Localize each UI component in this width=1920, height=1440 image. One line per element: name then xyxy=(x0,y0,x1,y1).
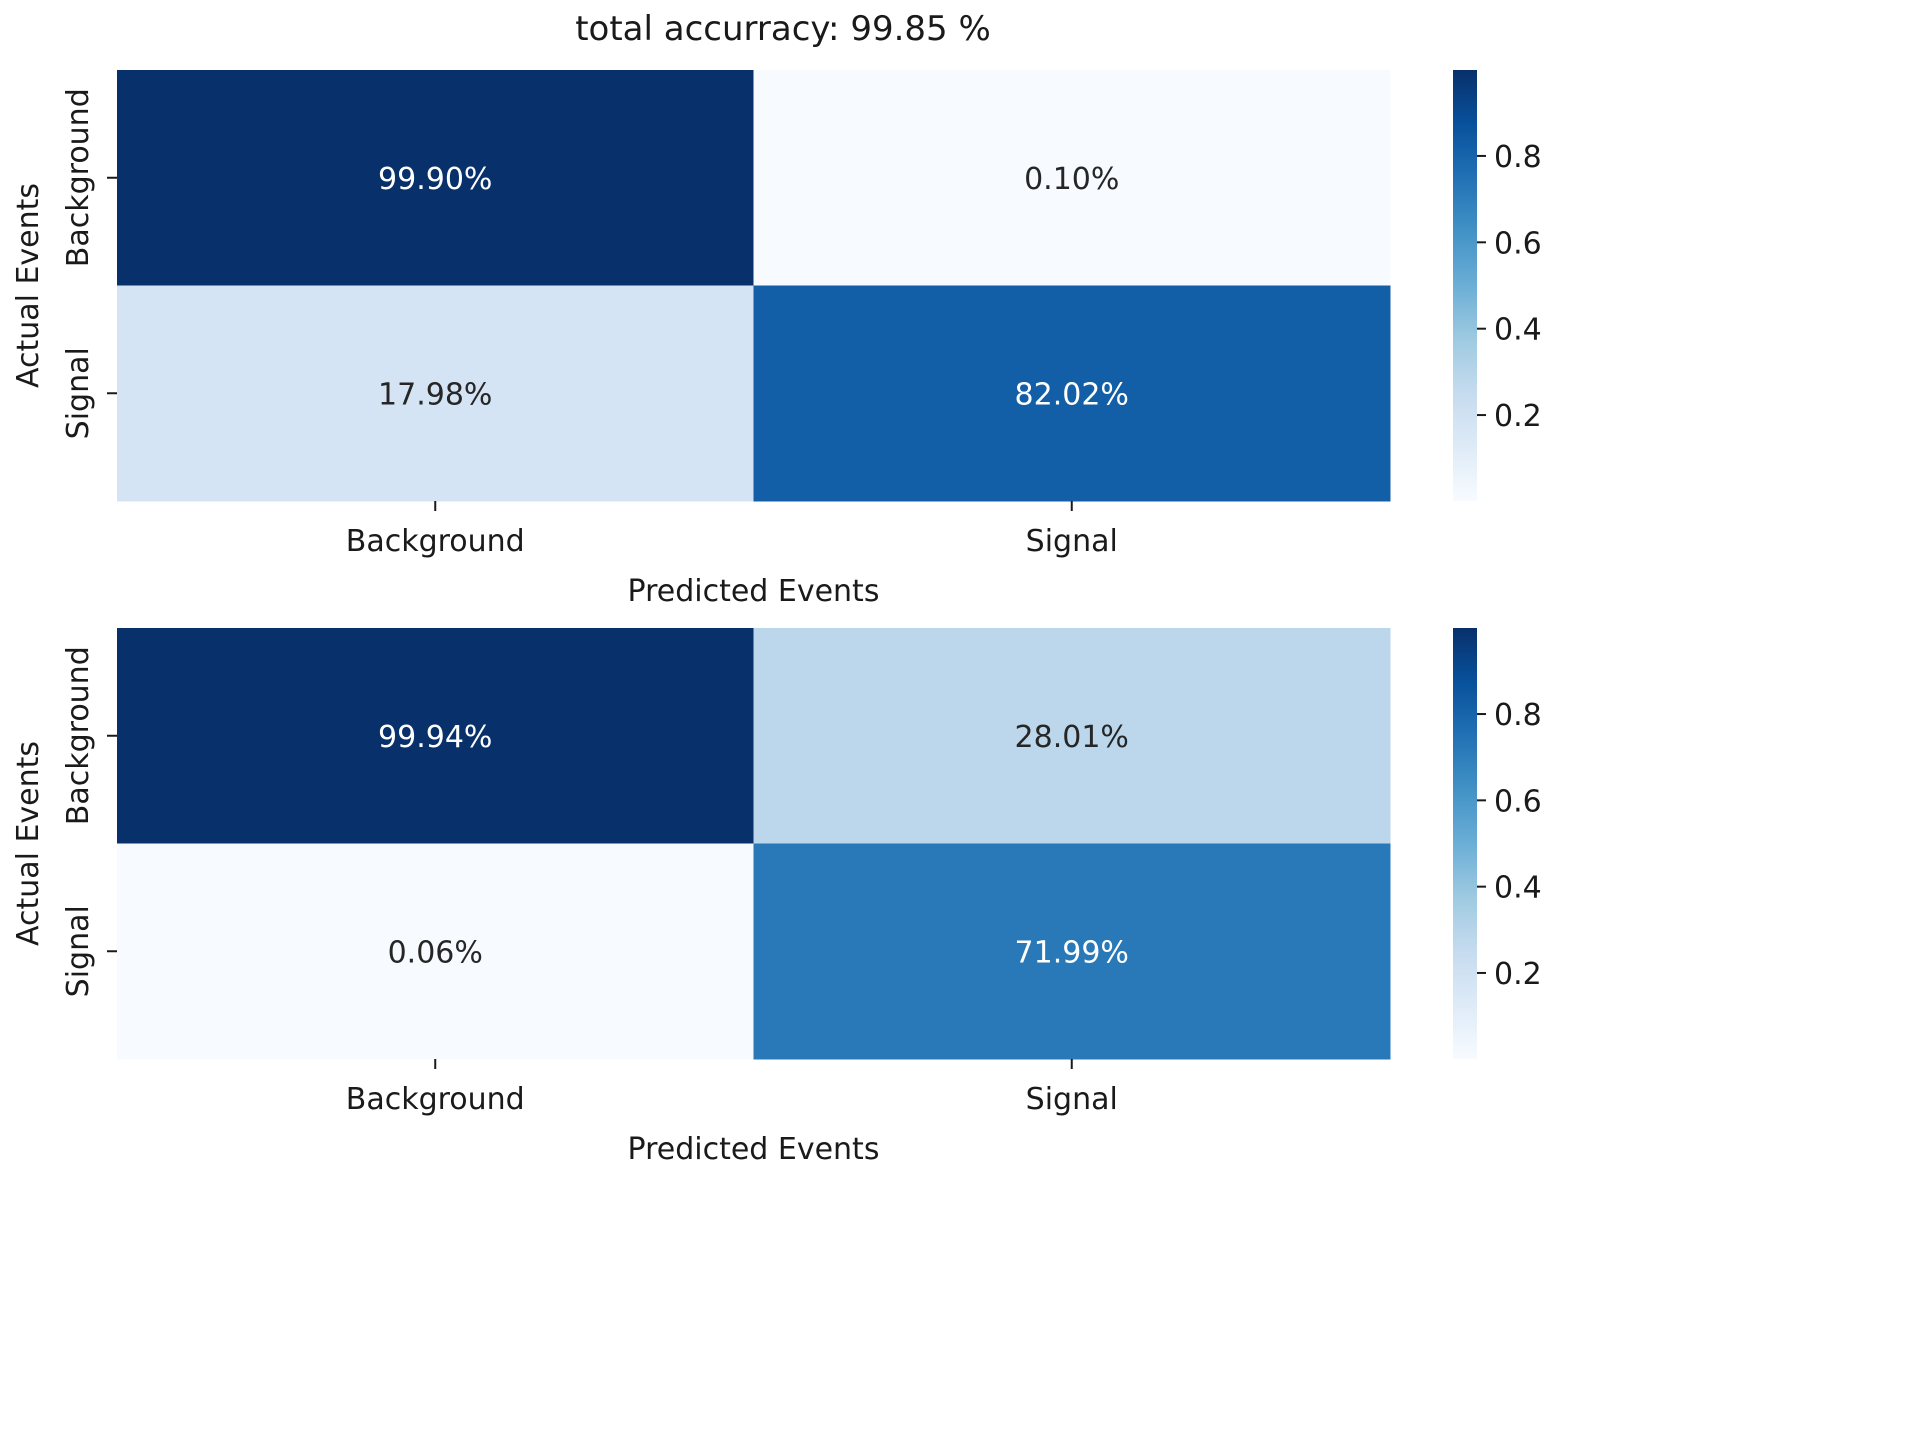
heatmap-cell xyxy=(117,628,754,844)
colorbar-tick-label: 0.8 xyxy=(1494,698,1542,733)
cell-value-label: 28.01% xyxy=(1015,720,1129,755)
cell-value-label: 0.06% xyxy=(388,935,483,970)
cell-value-label: 71.99% xyxy=(1015,935,1129,970)
colorbar-tick-label: 0.6 xyxy=(1494,226,1542,261)
colorbar-tick-label: 0.2 xyxy=(1494,399,1542,434)
y-tick-label: Background xyxy=(61,646,96,825)
x-tick-label: Background xyxy=(346,1082,525,1117)
colorbar-tick-label: 0.2 xyxy=(1494,957,1542,992)
x-tick-label: Signal xyxy=(1026,524,1118,559)
y-tick-label: Signal xyxy=(61,905,96,997)
heatmap-cell xyxy=(753,285,1391,502)
colorbar-tick-label: 0.4 xyxy=(1494,871,1542,906)
heatmap-cell xyxy=(753,843,1391,1060)
colorbar-tick-label: 0.4 xyxy=(1494,313,1542,348)
x-axis-label: Predicted Events xyxy=(628,574,880,609)
cell-value-label: 99.94% xyxy=(378,720,492,755)
heatmap-cell xyxy=(753,628,1391,844)
x-tick-label: Signal xyxy=(1026,1082,1118,1117)
confusion-matrix-figure: total accurracy: 99.85 % 99.90% 0.10% 17.9… xyxy=(11,9,1542,1167)
colorbar-tick-label: 0.8 xyxy=(1494,140,1542,175)
y-tick-label: Background xyxy=(61,88,96,267)
heatmap-panel-2: 99.94% 28.01% 0.06% 71.99% Background Signal P… xyxy=(11,628,1542,1167)
cell-value-label: 0.10% xyxy=(1024,162,1119,197)
cell-value-label: 99.90% xyxy=(378,162,492,197)
cell-value-label: 82.02% xyxy=(1015,377,1129,412)
heatmap-cell xyxy=(117,70,754,286)
heatmap-cell xyxy=(117,285,754,502)
y-axis-label: Actual Events xyxy=(11,183,46,388)
colorbar xyxy=(1453,628,1477,1059)
cell-value-label: 17.98% xyxy=(378,377,492,412)
colorbar xyxy=(1453,70,1477,501)
y-axis-label: Actual Events xyxy=(11,741,46,946)
y-tick-label: Signal xyxy=(61,347,96,439)
x-tick-label: Background xyxy=(346,524,525,559)
x-axis-label: Predicted Events xyxy=(628,1132,880,1167)
heatmap-cell xyxy=(117,843,754,1060)
colorbar-tick-label: 0.6 xyxy=(1494,784,1542,819)
heatmap-cell xyxy=(753,70,1391,286)
heatmap-panel-1: 99.90% 0.10% 17.98% 82.02% Background Signal P… xyxy=(11,70,1542,609)
figure-title: total accurracy: 99.85 % xyxy=(575,9,991,49)
